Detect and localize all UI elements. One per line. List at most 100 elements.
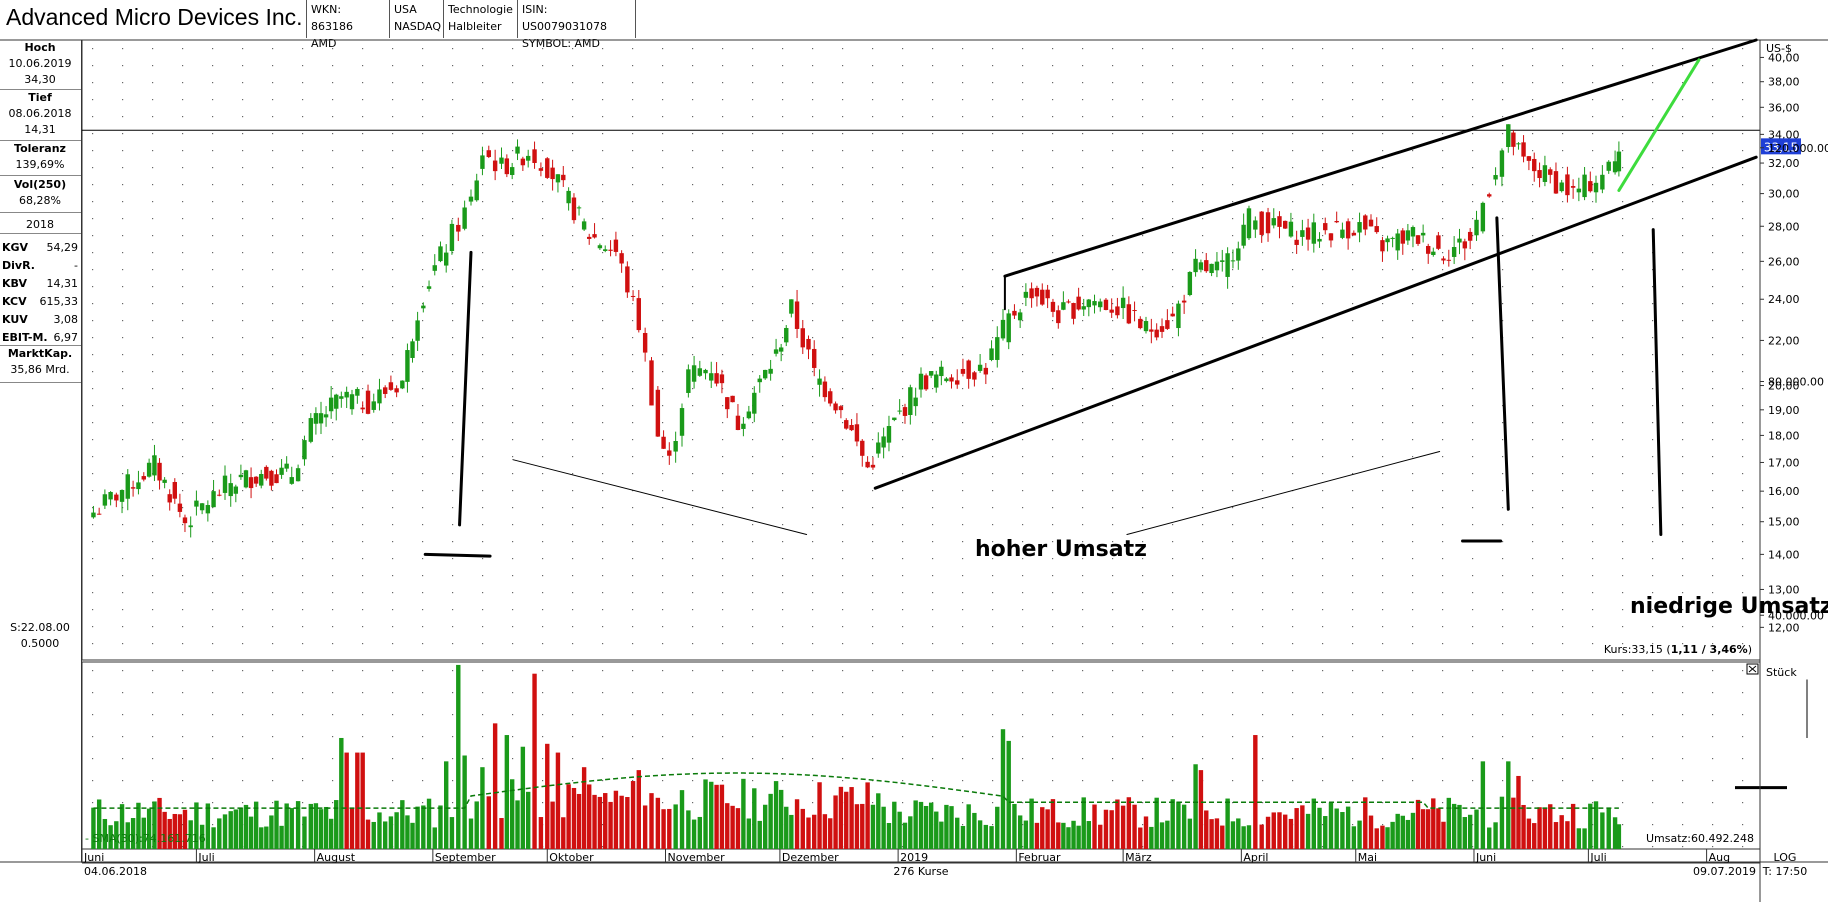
candle-body: [881, 436, 886, 448]
grid-dot: [692, 490, 694, 492]
grid-dot: [1172, 235, 1174, 237]
volume-bar: [1559, 815, 1564, 849]
grid-dot: [242, 133, 244, 135]
grid-dot: [1262, 541, 1264, 543]
grid-dot: [1622, 252, 1624, 254]
grid-dot: [1172, 303, 1174, 305]
candle-body: [714, 373, 719, 384]
candle-body: [735, 415, 741, 431]
grid-dot: [1592, 758, 1594, 760]
grid-dot: [662, 388, 664, 390]
grid-dot: [632, 736, 634, 738]
grid-dot: [272, 252, 274, 254]
grid-dot: [92, 337, 94, 339]
candle-body: [1176, 303, 1181, 329]
projection-arrow: [1617, 58, 1701, 192]
grid-dot: [1472, 736, 1474, 738]
grid-dot: [92, 643, 94, 645]
grid-dot: [842, 354, 844, 356]
grid-dot: [602, 337, 604, 339]
grid-dot: [332, 473, 334, 475]
grid-dot: [1532, 541, 1534, 543]
grid-dot: [692, 541, 694, 543]
grid-dot: [542, 116, 544, 118]
grid-dot: [902, 235, 904, 237]
grid-dot: [1322, 354, 1324, 356]
grid-dot: [1142, 48, 1144, 50]
grid-dot: [932, 780, 934, 782]
grid-dot: [212, 286, 214, 288]
candle-body: [474, 180, 479, 201]
grid-dot: [212, 65, 214, 67]
grid-dot: [1142, 405, 1144, 407]
grid-dot: [962, 99, 964, 101]
grid-dot: [962, 252, 964, 254]
grid-dot: [1322, 116, 1324, 118]
grid-dot: [872, 558, 874, 560]
grid-dot: [152, 65, 154, 67]
grid-dot: [1532, 150, 1534, 152]
grid-dot: [1112, 670, 1114, 672]
candle-body: [1323, 223, 1328, 231]
grid-dot: [422, 48, 424, 50]
grid-dot: [392, 269, 394, 271]
candle-body: [1283, 220, 1288, 229]
grid-dot: [1142, 150, 1144, 152]
candle-body: [636, 298, 641, 331]
grid-dot: [542, 269, 544, 271]
grid-dot: [1052, 150, 1054, 152]
grid-dot: [752, 218, 754, 220]
grid-dot: [932, 541, 934, 543]
grid-dot: [1382, 524, 1384, 526]
grid-dot: [902, 670, 904, 672]
grid-dot: [992, 252, 994, 254]
volume-bar: [1181, 804, 1187, 849]
grid-dot: [1142, 99, 1144, 101]
grid-dot: [992, 167, 994, 169]
grid-dot: [1652, 422, 1654, 424]
grid-dot: [1742, 824, 1744, 826]
grid-dot: [272, 524, 274, 526]
grid-dot: [1292, 371, 1294, 373]
grid-dot: [1652, 218, 1654, 220]
grid-dot: [1112, 643, 1114, 645]
grid-dot: [902, 388, 904, 390]
grid-dot: [1052, 524, 1054, 526]
grid-dot: [1202, 303, 1204, 305]
grid-dot: [662, 116, 664, 118]
volume-bar: [1246, 825, 1252, 849]
grid-dot: [722, 541, 724, 543]
grid-dot: [1172, 439, 1174, 441]
grid-dot: [872, 303, 874, 305]
grid-dot: [722, 48, 724, 50]
grid-dot: [1202, 524, 1204, 526]
grid-dot: [512, 388, 514, 390]
grid-dot: [1322, 507, 1324, 509]
grid-dot: [572, 507, 574, 509]
grid-dot: [782, 48, 784, 50]
grid-dot: [602, 780, 604, 782]
grid-dot: [1532, 692, 1534, 694]
grid-dot: [122, 736, 124, 738]
grid-dot: [1412, 99, 1414, 101]
grid-dot: [1262, 269, 1264, 271]
grid-dot: [992, 490, 994, 492]
grid-dot: [1292, 473, 1294, 475]
grid-dot: [782, 524, 784, 526]
grid-dot: [1682, 780, 1684, 782]
grid-dot: [1472, 337, 1474, 339]
candle-body: [1061, 302, 1066, 310]
volume-bar: [1363, 797, 1368, 849]
grid-dot: [1742, 802, 1744, 804]
grid-dot: [602, 82, 604, 84]
grid-dot: [902, 286, 904, 288]
grid-dot: [692, 524, 694, 526]
grid-dot: [1592, 133, 1594, 135]
grid-dot: [482, 541, 484, 543]
grid-dot: [1532, 286, 1534, 288]
volume-bar: [1045, 809, 1050, 849]
grid-dot: [1442, 626, 1444, 628]
price-tick-label: 18,00: [1768, 429, 1800, 442]
grid-dot: [1742, 846, 1744, 848]
grid-dot: [1472, 201, 1474, 203]
